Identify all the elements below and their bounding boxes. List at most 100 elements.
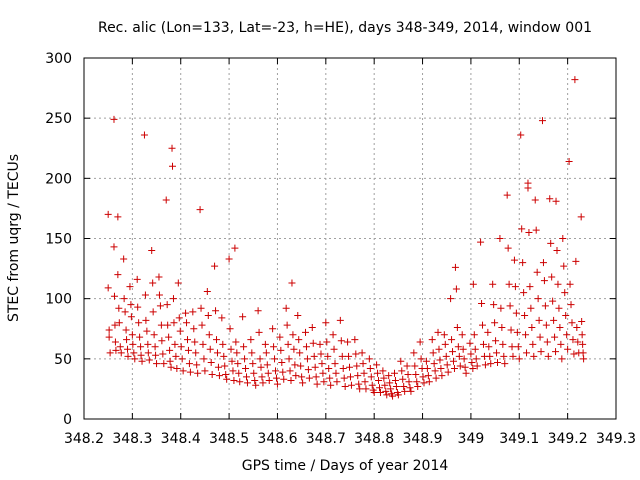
- data-point: [413, 378, 421, 386]
- data-point: [302, 328, 310, 336]
- data-point: [420, 379, 428, 387]
- data-point: [104, 210, 112, 218]
- data-point: [149, 308, 157, 316]
- data-point: [251, 376, 259, 384]
- data-point: [123, 336, 131, 344]
- x-tick-label: 349.3: [596, 431, 636, 447]
- data-point: [362, 385, 370, 393]
- data-point: [560, 262, 568, 270]
- data-point: [276, 333, 284, 341]
- data-point: [524, 184, 532, 192]
- data-point: [215, 372, 223, 380]
- data-point: [425, 378, 433, 386]
- data-point: [175, 314, 183, 322]
- x-axis-label: GPS time / Days of year 2014: [242, 458, 449, 474]
- data-point: [440, 331, 448, 339]
- data-point: [376, 384, 384, 392]
- data-point: [386, 379, 394, 387]
- data-point: [263, 361, 271, 369]
- y-tick-label: 200: [45, 171, 72, 187]
- data-point: [392, 383, 400, 391]
- x-tick-label: 348.9: [402, 431, 442, 447]
- data-point: [311, 363, 319, 371]
- data-point: [312, 373, 320, 381]
- data-point: [166, 357, 174, 365]
- data-point: [505, 280, 513, 288]
- data-point: [150, 331, 158, 339]
- data-point: [299, 379, 307, 387]
- data-point: [487, 360, 495, 368]
- x-tick-label: 349.2: [548, 431, 588, 447]
- data-point: [577, 213, 585, 221]
- data-point: [529, 340, 537, 348]
- data-point: [429, 349, 437, 357]
- data-point: [424, 372, 432, 380]
- data-point: [471, 345, 479, 353]
- data-point: [571, 76, 579, 84]
- data-point: [394, 391, 402, 399]
- data-point: [110, 292, 118, 300]
- data-point: [336, 316, 344, 324]
- data-point: [285, 355, 293, 363]
- data-point: [423, 364, 431, 372]
- data-point: [391, 376, 399, 384]
- data-point: [211, 262, 219, 270]
- data-point: [257, 363, 265, 371]
- data-point: [239, 313, 247, 321]
- data-point: [163, 301, 171, 309]
- data-point: [333, 378, 341, 386]
- data-point: [277, 346, 285, 354]
- data-point: [564, 345, 572, 353]
- x-tick-label: 349: [458, 431, 485, 447]
- data-point: [297, 362, 305, 370]
- data-point: [373, 361, 381, 369]
- data-point: [116, 343, 124, 351]
- data-point: [242, 364, 250, 372]
- data-point: [324, 352, 332, 360]
- data-point: [240, 343, 248, 351]
- data-point: [345, 352, 353, 360]
- data-point: [520, 289, 528, 297]
- data-point: [436, 356, 444, 364]
- data-point: [127, 301, 135, 309]
- data-point: [344, 338, 352, 346]
- data-point: [361, 378, 369, 386]
- data-point: [441, 340, 449, 348]
- data-point: [208, 370, 216, 378]
- y-tick-label: 300: [45, 51, 72, 67]
- data-point: [416, 338, 424, 346]
- data-point: [271, 355, 279, 363]
- data-point: [528, 324, 536, 332]
- data-point: [298, 373, 306, 381]
- data-point: [228, 357, 236, 365]
- data-point: [514, 343, 522, 351]
- data-point: [490, 301, 498, 309]
- data-point: [554, 280, 562, 288]
- data-point: [380, 374, 388, 382]
- data-point: [291, 361, 299, 369]
- data-point: [557, 340, 565, 348]
- data-point: [494, 358, 502, 366]
- data-point: [221, 362, 229, 370]
- y-tick-labels: 0 50 100 150 200 250 300: [45, 51, 72, 428]
- data-point: [406, 384, 414, 392]
- data-point: [137, 343, 145, 351]
- data-point: [572, 257, 580, 265]
- data-point: [104, 284, 112, 292]
- data-point: [458, 331, 466, 339]
- data-point: [504, 244, 512, 252]
- data-point: [292, 372, 300, 380]
- y-tick-label: 0: [63, 412, 72, 428]
- data-point: [252, 381, 260, 389]
- data-point: [179, 367, 187, 375]
- data-point: [157, 321, 165, 329]
- data-point: [225, 255, 233, 263]
- data-point: [550, 316, 558, 324]
- data-point: [169, 162, 177, 170]
- data-point: [270, 343, 278, 351]
- data-point: [515, 355, 523, 363]
- data-point: [578, 331, 586, 339]
- data-point: [168, 144, 176, 152]
- data-point: [532, 226, 540, 234]
